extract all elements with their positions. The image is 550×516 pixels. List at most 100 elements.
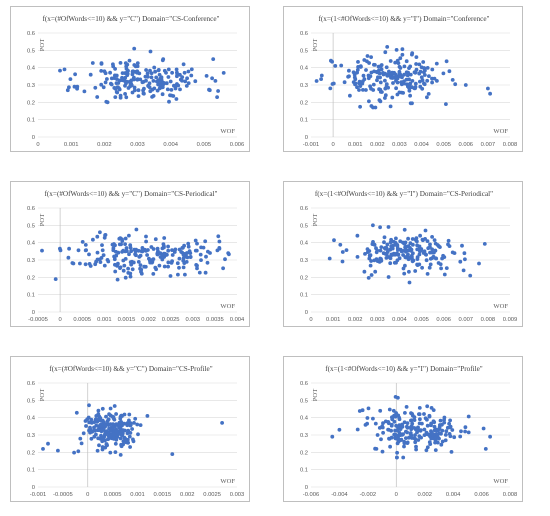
- y-tick-label: 0.6: [300, 31, 308, 37]
- data-point: [131, 437, 135, 442]
- data-point: [148, 49, 153, 54]
- data-point: [164, 81, 169, 86]
- data-point: [128, 423, 133, 428]
- data-point: [369, 273, 374, 277]
- data-point: [106, 417, 111, 422]
- data-point: [125, 249, 129, 253]
- data-point: [418, 84, 423, 89]
- data-point: [115, 429, 120, 433]
- data-point: [125, 70, 129, 75]
- x-tick-label: 0.002: [370, 142, 385, 148]
- data-point: [362, 77, 367, 82]
- data-point: [124, 64, 129, 69]
- data-point: [128, 245, 133, 250]
- data-point: [72, 450, 76, 455]
- y-tick-label: 0.3: [300, 258, 308, 264]
- data-point: [128, 274, 133, 279]
- data-point: [87, 428, 91, 433]
- data-point: [186, 241, 191, 246]
- data-point: [155, 79, 159, 84]
- data-point: [118, 436, 123, 441]
- y-axis-label: POT: [312, 214, 319, 226]
- data-point: [378, 248, 383, 253]
- data-point: [92, 427, 96, 432]
- data-point: [122, 263, 127, 268]
- data-point: [162, 264, 167, 269]
- data-point: [221, 71, 226, 75]
- data-point: [405, 440, 410, 445]
- data-point: [419, 75, 424, 80]
- data-point: [387, 407, 392, 412]
- data-point: [426, 246, 431, 251]
- data-point: [424, 448, 429, 453]
- data-point: [379, 437, 383, 442]
- y-tick-label: 0: [32, 310, 35, 316]
- data-point: [379, 257, 383, 261]
- y-tick-label: 0.5: [27, 48, 35, 54]
- data-point: [205, 260, 210, 265]
- data-point: [144, 68, 149, 72]
- data-point: [168, 274, 173, 278]
- data-point: [112, 86, 117, 90]
- data-point: [414, 427, 418, 432]
- data-point: [417, 406, 422, 410]
- data-point: [72, 84, 77, 89]
- data-point: [415, 255, 420, 259]
- x-tick-label: 0.006: [436, 317, 451, 323]
- data-point: [319, 73, 324, 78]
- data-point: [375, 433, 380, 437]
- data-point: [66, 255, 71, 260]
- data-point: [134, 253, 138, 258]
- data-point: [332, 238, 336, 243]
- data-point: [100, 243, 104, 247]
- data-point: [348, 93, 352, 98]
- data-point: [121, 248, 126, 253]
- data-point: [204, 74, 209, 78]
- y-tick-label: 0.3: [27, 83, 35, 89]
- data-point: [393, 72, 398, 77]
- data-point: [170, 452, 175, 456]
- data-point: [361, 88, 365, 92]
- data-point: [373, 269, 378, 274]
- data-point: [461, 268, 466, 273]
- data-point: [87, 403, 91, 408]
- data-point: [162, 236, 167, 240]
- data-point: [133, 416, 138, 421]
- data-point: [148, 89, 153, 94]
- data-point: [68, 77, 73, 81]
- data-point: [135, 61, 140, 65]
- data-point: [369, 55, 373, 59]
- data-point: [425, 239, 430, 243]
- data-point: [74, 410, 79, 415]
- data-point: [172, 250, 177, 254]
- y-tick-label: 0.4: [300, 66, 309, 72]
- data-point: [429, 406, 434, 410]
- data-point: [358, 84, 363, 88]
- data-point: [386, 275, 391, 279]
- data-point: [402, 64, 407, 69]
- data-point: [119, 413, 124, 418]
- data-point: [425, 423, 430, 428]
- data-point: [395, 92, 400, 97]
- data-point: [102, 235, 107, 240]
- data-point: [347, 68, 351, 73]
- data-point: [201, 245, 206, 250]
- data-point: [67, 246, 71, 251]
- data-point: [430, 67, 435, 72]
- data-point: [119, 444, 124, 449]
- data-point: [417, 62, 422, 67]
- x-tick-label: -0.0005: [28, 317, 48, 323]
- data-point: [195, 266, 199, 271]
- data-point: [155, 251, 160, 256]
- chart-panel-3: f(x=(#OfWords<=10) && y="C") Domain="CS-…: [10, 181, 250, 327]
- data-point: [117, 236, 122, 241]
- data-point: [96, 428, 100, 432]
- data-point: [159, 77, 164, 82]
- data-point: [166, 67, 171, 72]
- data-point: [392, 419, 397, 424]
- data-point: [170, 248, 174, 252]
- data-point: [409, 411, 413, 415]
- data-point: [181, 245, 185, 250]
- data-point: [88, 72, 93, 77]
- x-tick-label: 0.007: [459, 317, 474, 323]
